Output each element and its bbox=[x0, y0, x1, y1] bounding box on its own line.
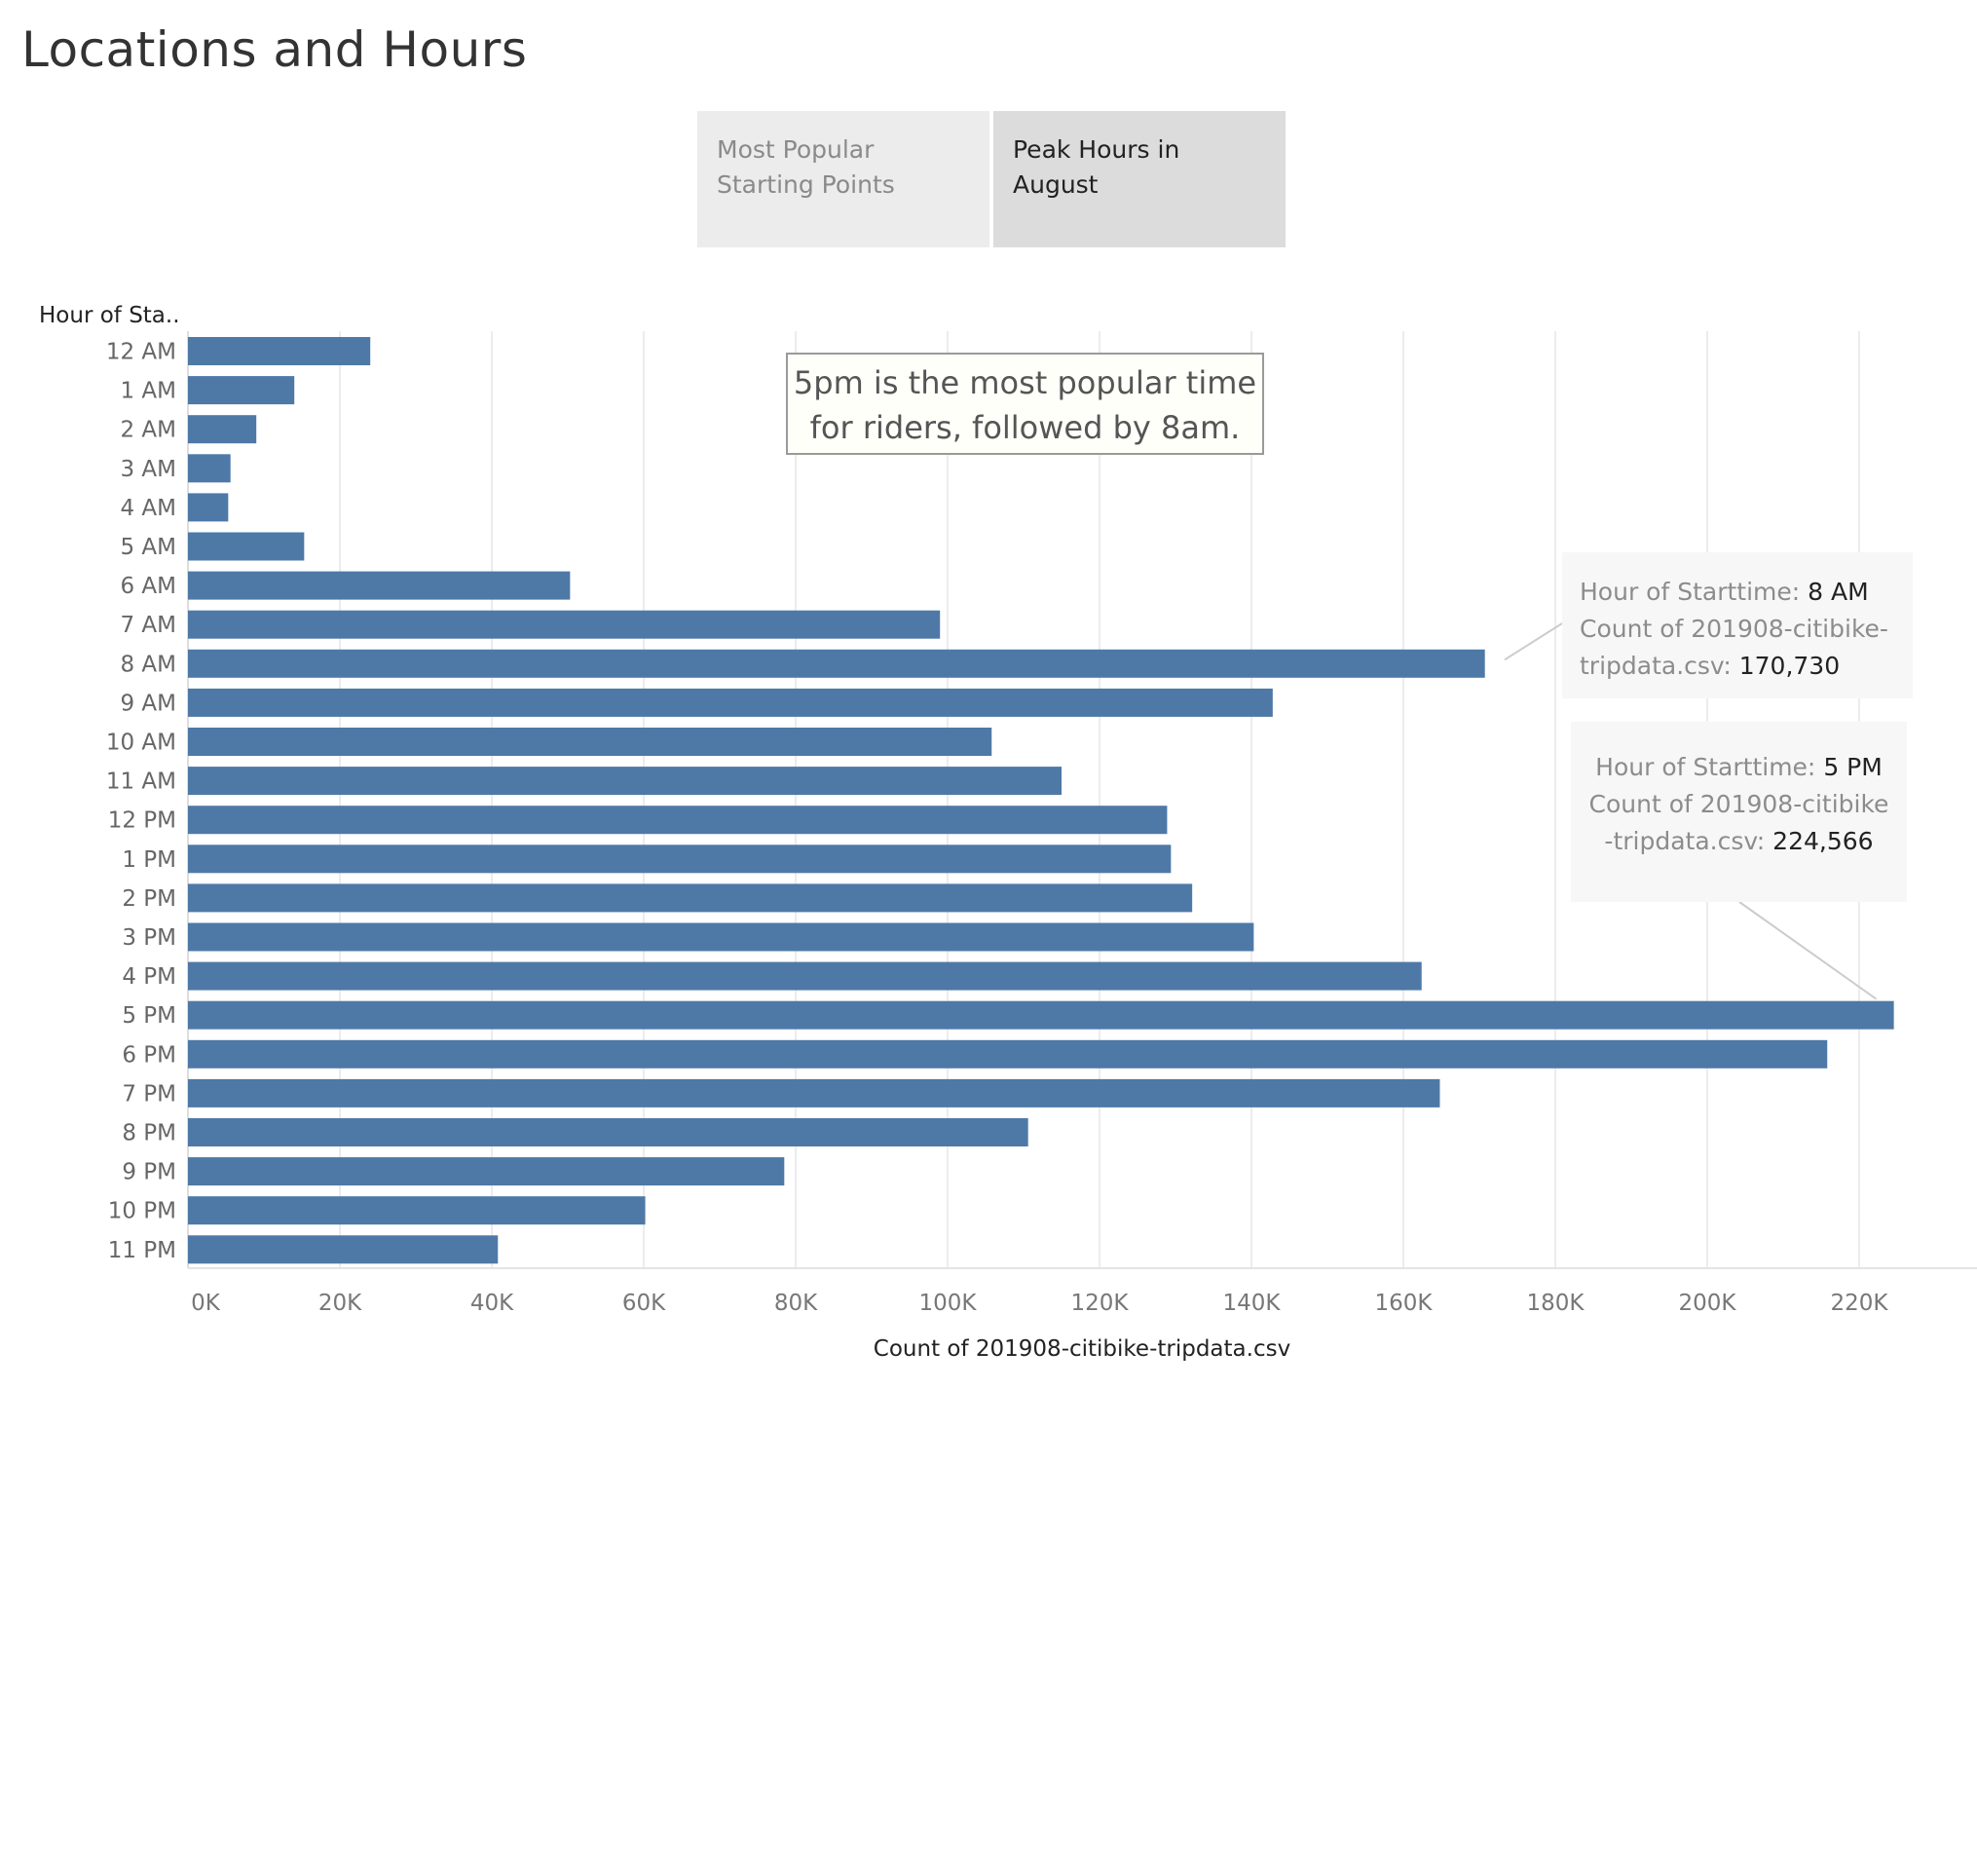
y-tick-label: 3 AM bbox=[120, 457, 176, 482]
page-title: Locations and Hours bbox=[21, 21, 528, 78]
bar-9-pm[interactable] bbox=[188, 1157, 785, 1186]
y-tick-label: 12 PM bbox=[108, 808, 176, 834]
y-tick-label: 6 PM bbox=[122, 1042, 176, 1068]
y-tick-label: 5 AM bbox=[120, 535, 176, 560]
x-tick-label: 140K bbox=[1223, 1291, 1282, 1316]
tooltip-5pm-count-label-1: Count of 201908-citibike bbox=[1588, 790, 1889, 818]
y-tick-label: 1 AM bbox=[120, 379, 176, 404]
tooltip-5pm-hour-label: Hour of Starttime: bbox=[1595, 753, 1816, 781]
x-tick-label: 160K bbox=[1375, 1291, 1434, 1316]
tooltip-5pm: Hour of Starttime: 5 PM Count of 201908-… bbox=[1571, 722, 1907, 902]
y-tick-label: 11 PM bbox=[108, 1238, 176, 1263]
x-tick-label: 40K bbox=[470, 1291, 514, 1316]
bar-7-am[interactable] bbox=[188, 610, 941, 639]
y-tick-label: 7 AM bbox=[120, 613, 176, 638]
y-tick-label: 12 AM bbox=[106, 340, 176, 365]
y-tick-label: 9 PM bbox=[122, 1160, 176, 1185]
bar-10-pm[interactable] bbox=[188, 1196, 646, 1225]
y-tick-label: 3 PM bbox=[122, 925, 176, 951]
y-tick-label: 2 PM bbox=[122, 886, 176, 912]
bar-2-pm[interactable] bbox=[188, 883, 1193, 913]
annotation-line-2: for riders, followed by 8am. bbox=[809, 409, 1241, 446]
y-tick-label: 8 PM bbox=[122, 1121, 176, 1146]
bar-6-am[interactable] bbox=[188, 571, 571, 600]
bar-5-am[interactable] bbox=[188, 532, 305, 561]
bar-3-am[interactable] bbox=[188, 454, 231, 483]
bar-3-pm[interactable] bbox=[188, 922, 1254, 952]
x-tick-label: 100K bbox=[919, 1291, 978, 1316]
bar-8-am[interactable] bbox=[188, 649, 1485, 678]
bar-11-am[interactable] bbox=[188, 767, 1062, 796]
tab-peak-hours-in-august[interactable]: Peak Hours in August bbox=[993, 111, 1286, 247]
bar-4-am[interactable] bbox=[188, 493, 229, 522]
bar-9-am[interactable] bbox=[188, 688, 1273, 717]
y-tick-label: 9 AM bbox=[120, 691, 176, 716]
bar-2-am[interactable] bbox=[188, 415, 257, 444]
bar-10-am[interactable] bbox=[188, 728, 992, 756]
bar-12-am[interactable] bbox=[188, 337, 371, 365]
tooltip-8am-hour-label: Hour of Starttime: bbox=[1580, 578, 1801, 606]
x-tick-label: 180K bbox=[1527, 1291, 1585, 1316]
y-tick-label: 1 PM bbox=[122, 847, 176, 873]
bar-1-am[interactable] bbox=[188, 376, 295, 405]
y-tick-label: 5 PM bbox=[122, 1003, 176, 1029]
bar-8-pm[interactable] bbox=[188, 1118, 1028, 1146]
x-tick-label: 0K bbox=[191, 1291, 221, 1316]
x-tick-label: 200K bbox=[1679, 1291, 1737, 1316]
annotation-box: 5pm is the most popular time for riders,… bbox=[786, 353, 1264, 455]
tooltip-8am-count-label-2: tripdata.csv: bbox=[1580, 652, 1732, 680]
tooltip-5pm-count-value: 224,566 bbox=[1772, 827, 1874, 855]
y-tick-label: 10 PM bbox=[108, 1199, 176, 1224]
x-axis-title: Count of 201908-citibike-tripdata.csv bbox=[873, 1336, 1291, 1362]
y-tick-label: 11 AM bbox=[106, 769, 176, 795]
bar-4-pm[interactable] bbox=[188, 961, 1422, 991]
y-tick-label: 4 AM bbox=[120, 496, 176, 521]
tooltip-8am: Hour of Starttime: 8 AM Count of 201908-… bbox=[1562, 552, 1913, 698]
tooltip-8am-hour-value: 8 AM bbox=[1808, 578, 1869, 606]
y-tick-label: 10 AM bbox=[106, 731, 176, 756]
tab-most-popular-starting-points[interactable]: Most Popular Starting Points bbox=[697, 111, 989, 247]
tooltip-8am-count-label-1: Count of 201908-citibike- bbox=[1580, 615, 1888, 643]
row-header: Hour of Sta.. bbox=[39, 303, 180, 328]
y-tick-label: 7 PM bbox=[122, 1081, 176, 1107]
y-tick-label: 2 AM bbox=[120, 418, 176, 443]
tooltip-5pm-leader bbox=[1738, 901, 1878, 1000]
y-tick-label: 6 AM bbox=[120, 574, 176, 599]
tooltip-5pm-count-label-2: -tripdata.csv: bbox=[1604, 827, 1766, 855]
x-tick-label: 20K bbox=[318, 1291, 362, 1316]
annotation-line-1: 5pm is the most popular time bbox=[793, 364, 1257, 401]
tooltip-5pm-hour-value: 5 PM bbox=[1823, 753, 1883, 781]
y-tick-label: 4 PM bbox=[122, 964, 176, 990]
x-tick-label: 220K bbox=[1831, 1291, 1889, 1316]
bar-6-pm[interactable] bbox=[188, 1039, 1828, 1069]
y-tick-label: 8 AM bbox=[120, 652, 176, 677]
bar-12-pm[interactable] bbox=[188, 806, 1168, 835]
tooltip-8am-leader bbox=[1504, 622, 1563, 661]
x-tick-label: 60K bbox=[622, 1291, 666, 1316]
bar-11-pm[interactable] bbox=[188, 1235, 499, 1264]
x-tick-label: 80K bbox=[774, 1291, 818, 1316]
bar-7-pm[interactable] bbox=[188, 1078, 1440, 1107]
x-tick-label: 120K bbox=[1071, 1291, 1130, 1316]
bar-1-pm[interactable] bbox=[188, 844, 1172, 874]
story-tabs: Most Popular Starting Points Peak Hours … bbox=[697, 111, 1286, 247]
tooltip-8am-count-value: 170,730 bbox=[1738, 652, 1841, 680]
bar-5-pm[interactable] bbox=[188, 1000, 1894, 1030]
